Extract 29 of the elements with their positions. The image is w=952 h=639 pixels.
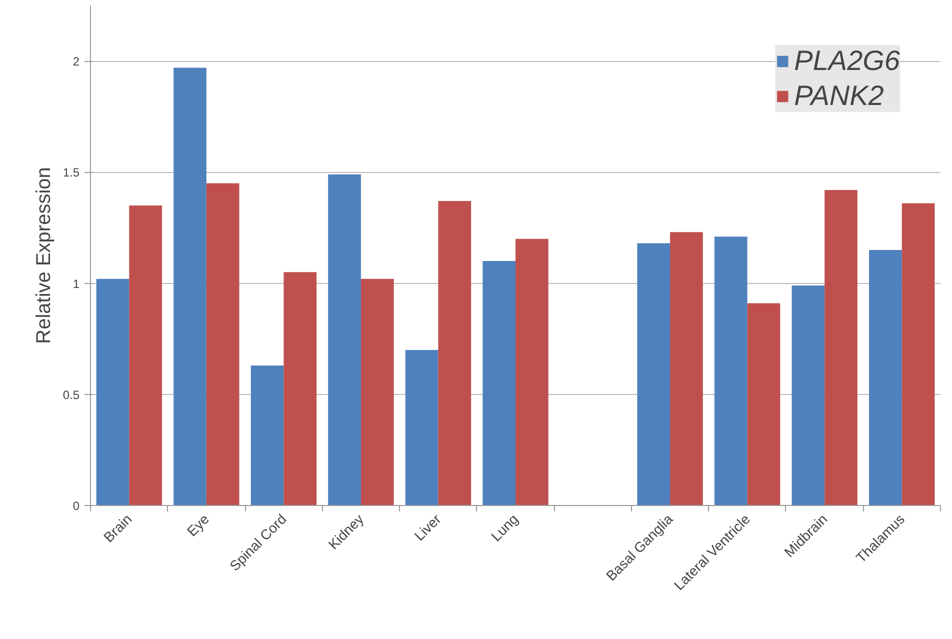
bar	[206, 183, 240, 506]
bar	[792, 286, 825, 506]
bar	[129, 206, 162, 506]
bar	[714, 236, 748, 506]
bar	[482, 261, 516, 506]
y-tick-label: 2	[72, 54, 80, 69]
bar	[824, 190, 858, 506]
y-tick-label: 1	[72, 276, 80, 291]
bar	[405, 350, 438, 506]
y-tick-label: 0.5	[62, 388, 80, 402]
bar	[328, 174, 361, 506]
legend-label: PLA2G6	[794, 45, 900, 77]
y-tick-label: 0	[72, 499, 80, 513]
bar	[96, 278, 130, 506]
bar	[869, 250, 902, 506]
y-axis-title: Relative Expression	[32, 167, 55, 344]
bar	[670, 232, 703, 506]
y-tick-label: 1.5	[62, 166, 80, 180]
bar	[902, 203, 935, 506]
bar	[516, 238, 548, 506]
bar	[360, 278, 394, 506]
bar	[438, 201, 472, 506]
x-tick-label: Eye	[184, 510, 212, 540]
bar	[250, 366, 284, 506]
bar	[174, 68, 206, 506]
bar	[637, 243, 670, 506]
bar	[284, 272, 317, 506]
bar	[747, 303, 780, 506]
legend-label: PANK2	[794, 80, 884, 112]
